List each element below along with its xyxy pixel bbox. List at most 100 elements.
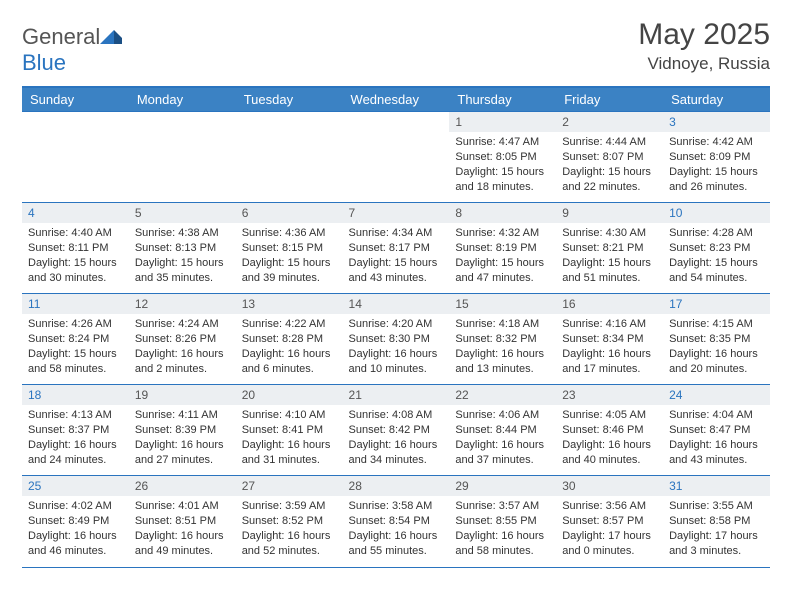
day-info: Sunrise: 4:04 AMSunset: 8:47 PMDaylight:… (663, 405, 770, 471)
calendar-cell: 20Sunrise: 4:10 AMSunset: 8:41 PMDayligh… (236, 385, 343, 476)
day-info: Sunrise: 4:06 AMSunset: 8:44 PMDaylight:… (449, 405, 556, 471)
calendar-cell: 17Sunrise: 4:15 AMSunset: 8:35 PMDayligh… (663, 294, 770, 385)
calendar-cell: 10Sunrise: 4:28 AMSunset: 8:23 PMDayligh… (663, 203, 770, 294)
calendar-cell: 21Sunrise: 4:08 AMSunset: 8:42 PMDayligh… (343, 385, 450, 476)
dow-wednesday: Wednesday (343, 88, 450, 112)
daylight-line: Daylight: 16 hours and 10 minutes. (349, 347, 444, 377)
dow-saturday: Saturday (663, 88, 770, 112)
calendar-cell: 0- (22, 112, 129, 203)
day-info: Sunrise: 4:18 AMSunset: 8:32 PMDaylight:… (449, 314, 556, 380)
sunrise-line: Sunrise: 4:28 AM (669, 226, 764, 241)
sunrise-line: Sunrise: 4:36 AM (242, 226, 337, 241)
sunset-line: Sunset: 8:19 PM (455, 241, 550, 256)
day-info: Sunrise: 4:34 AMSunset: 8:17 PMDaylight:… (343, 223, 450, 289)
daylight-line: Daylight: 15 hours and 35 minutes. (135, 256, 230, 286)
sunset-line: Sunset: 8:37 PM (28, 423, 123, 438)
daylight-line: Daylight: 16 hours and 46 minutes. (28, 529, 123, 559)
sunset-line: Sunset: 8:07 PM (562, 150, 657, 165)
sunset-line: Sunset: 8:58 PM (669, 514, 764, 529)
daylight-line: Daylight: 16 hours and 13 minutes. (455, 347, 550, 377)
sunset-line: Sunset: 8:51 PM (135, 514, 230, 529)
title-block: May 2025 Vidnoye, Russia (638, 18, 770, 74)
calendar-cell: 0- (343, 112, 450, 203)
dow-monday: Monday (129, 88, 236, 112)
daylight-line: Daylight: 16 hours and 58 minutes. (455, 529, 550, 559)
sunset-line: Sunset: 8:30 PM (349, 332, 444, 347)
daylight-line: Daylight: 17 hours and 0 minutes. (562, 529, 657, 559)
day-info: Sunrise: 4:01 AMSunset: 8:51 PMDaylight:… (129, 496, 236, 562)
day-number: 20 (236, 385, 343, 405)
daylight-line: Daylight: 16 hours and 37 minutes. (455, 438, 550, 468)
sunrise-line: Sunrise: 4:20 AM (349, 317, 444, 332)
daylight-line: Daylight: 15 hours and 22 minutes. (562, 165, 657, 195)
day-number: 13 (236, 294, 343, 314)
calendar-cell: 28Sunrise: 3:58 AMSunset: 8:54 PMDayligh… (343, 476, 450, 567)
calendar-cell: 19Sunrise: 4:11 AMSunset: 8:39 PMDayligh… (129, 385, 236, 476)
sunset-line: Sunset: 8:13 PM (135, 241, 230, 256)
day-number: 10 (663, 203, 770, 223)
dow-row: Sunday Monday Tuesday Wednesday Thursday… (22, 88, 770, 112)
sunset-line: Sunset: 8:21 PM (562, 241, 657, 256)
day-info: Sunrise: 3:57 AMSunset: 8:55 PMDaylight:… (449, 496, 556, 562)
brand-logo: GeneralBlue (22, 18, 122, 76)
day-number: 16 (556, 294, 663, 314)
sunrise-line: Sunrise: 4:06 AM (455, 408, 550, 423)
calendar-body: 0-0-0-0-1Sunrise: 4:47 AMSunset: 8:05 PM… (22, 112, 770, 567)
sunrise-line: Sunrise: 3:59 AM (242, 499, 337, 514)
day-info: Sunrise: 4:20 AMSunset: 8:30 PMDaylight:… (343, 314, 450, 380)
day-number: 25 (22, 476, 129, 496)
day-info: Sunrise: 4:24 AMSunset: 8:26 PMDaylight:… (129, 314, 236, 380)
day-info: Sunrise: 4:13 AMSunset: 8:37 PMDaylight:… (22, 405, 129, 471)
day-number: 8 (449, 203, 556, 223)
day-number: 23 (556, 385, 663, 405)
day-info: Sunrise: 4:28 AMSunset: 8:23 PMDaylight:… (663, 223, 770, 289)
day-number: 21 (343, 385, 450, 405)
sunset-line: Sunset: 8:49 PM (28, 514, 123, 529)
day-info: Sunrise: 4:08 AMSunset: 8:42 PMDaylight:… (343, 405, 450, 471)
calendar-cell: 8Sunrise: 4:32 AMSunset: 8:19 PMDaylight… (449, 203, 556, 294)
daylight-line: Daylight: 16 hours and 17 minutes. (562, 347, 657, 377)
day-info: Sunrise: 4:40 AMSunset: 8:11 PMDaylight:… (22, 223, 129, 289)
calendar-cell: 30Sunrise: 3:56 AMSunset: 8:57 PMDayligh… (556, 476, 663, 567)
sunset-line: Sunset: 8:42 PM (349, 423, 444, 438)
sunset-line: Sunset: 8:24 PM (28, 332, 123, 347)
sunrise-line: Sunrise: 4:34 AM (349, 226, 444, 241)
day-info: Sunrise: 4:38 AMSunset: 8:13 PMDaylight:… (129, 223, 236, 289)
calendar-cell: 15Sunrise: 4:18 AMSunset: 8:32 PMDayligh… (449, 294, 556, 385)
day-number: 30 (556, 476, 663, 496)
calendar-cell: 26Sunrise: 4:01 AMSunset: 8:51 PMDayligh… (129, 476, 236, 567)
day-number: 1 (449, 112, 556, 132)
calendar-cell: 11Sunrise: 4:26 AMSunset: 8:24 PMDayligh… (22, 294, 129, 385)
day-number: 28 (343, 476, 450, 496)
calendar-week: 25Sunrise: 4:02 AMSunset: 8:49 PMDayligh… (22, 476, 770, 567)
day-number: 31 (663, 476, 770, 496)
sunrise-line: Sunrise: 4:08 AM (349, 408, 444, 423)
sunset-line: Sunset: 8:17 PM (349, 241, 444, 256)
day-number: 4 (22, 203, 129, 223)
sunrise-line: Sunrise: 4:47 AM (455, 135, 550, 150)
calendar-cell: 0- (236, 112, 343, 203)
sunrise-line: Sunrise: 4:13 AM (28, 408, 123, 423)
day-number: 26 (129, 476, 236, 496)
bottom-rule (22, 567, 770, 568)
calendar-cell: 9Sunrise: 4:30 AMSunset: 8:21 PMDaylight… (556, 203, 663, 294)
day-number: 18 (22, 385, 129, 405)
sunrise-line: Sunrise: 3:56 AM (562, 499, 657, 514)
calendar-cell: 0- (129, 112, 236, 203)
calendar-cell: 22Sunrise: 4:06 AMSunset: 8:44 PMDayligh… (449, 385, 556, 476)
daylight-line: Daylight: 15 hours and 18 minutes. (455, 165, 550, 195)
day-info: Sunrise: 4:36 AMSunset: 8:15 PMDaylight:… (236, 223, 343, 289)
sunrise-line: Sunrise: 3:57 AM (455, 499, 550, 514)
calendar-cell: 31Sunrise: 3:55 AMSunset: 8:58 PMDayligh… (663, 476, 770, 567)
sunrise-line: Sunrise: 4:04 AM (669, 408, 764, 423)
daylight-line: Daylight: 16 hours and 40 minutes. (562, 438, 657, 468)
day-info: Sunrise: 4:44 AMSunset: 8:07 PMDaylight:… (556, 132, 663, 198)
sunset-line: Sunset: 8:05 PM (455, 150, 550, 165)
calendar-cell: 3Sunrise: 4:42 AMSunset: 8:09 PMDaylight… (663, 112, 770, 203)
sunset-line: Sunset: 8:55 PM (455, 514, 550, 529)
brand-part2: Blue (22, 50, 66, 75)
daylight-line: Daylight: 15 hours and 43 minutes. (349, 256, 444, 286)
calendar-cell: 16Sunrise: 4:16 AMSunset: 8:34 PMDayligh… (556, 294, 663, 385)
sunset-line: Sunset: 8:23 PM (669, 241, 764, 256)
daylight-line: Daylight: 16 hours and 49 minutes. (135, 529, 230, 559)
